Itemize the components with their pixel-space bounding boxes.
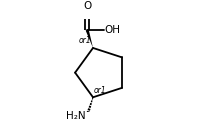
Text: H₂N: H₂N bbox=[66, 111, 86, 121]
Text: OH: OH bbox=[105, 25, 121, 35]
Text: O: O bbox=[83, 1, 91, 11]
Text: or1: or1 bbox=[78, 36, 91, 46]
Polygon shape bbox=[86, 29, 93, 48]
Text: or1: or1 bbox=[94, 86, 107, 95]
